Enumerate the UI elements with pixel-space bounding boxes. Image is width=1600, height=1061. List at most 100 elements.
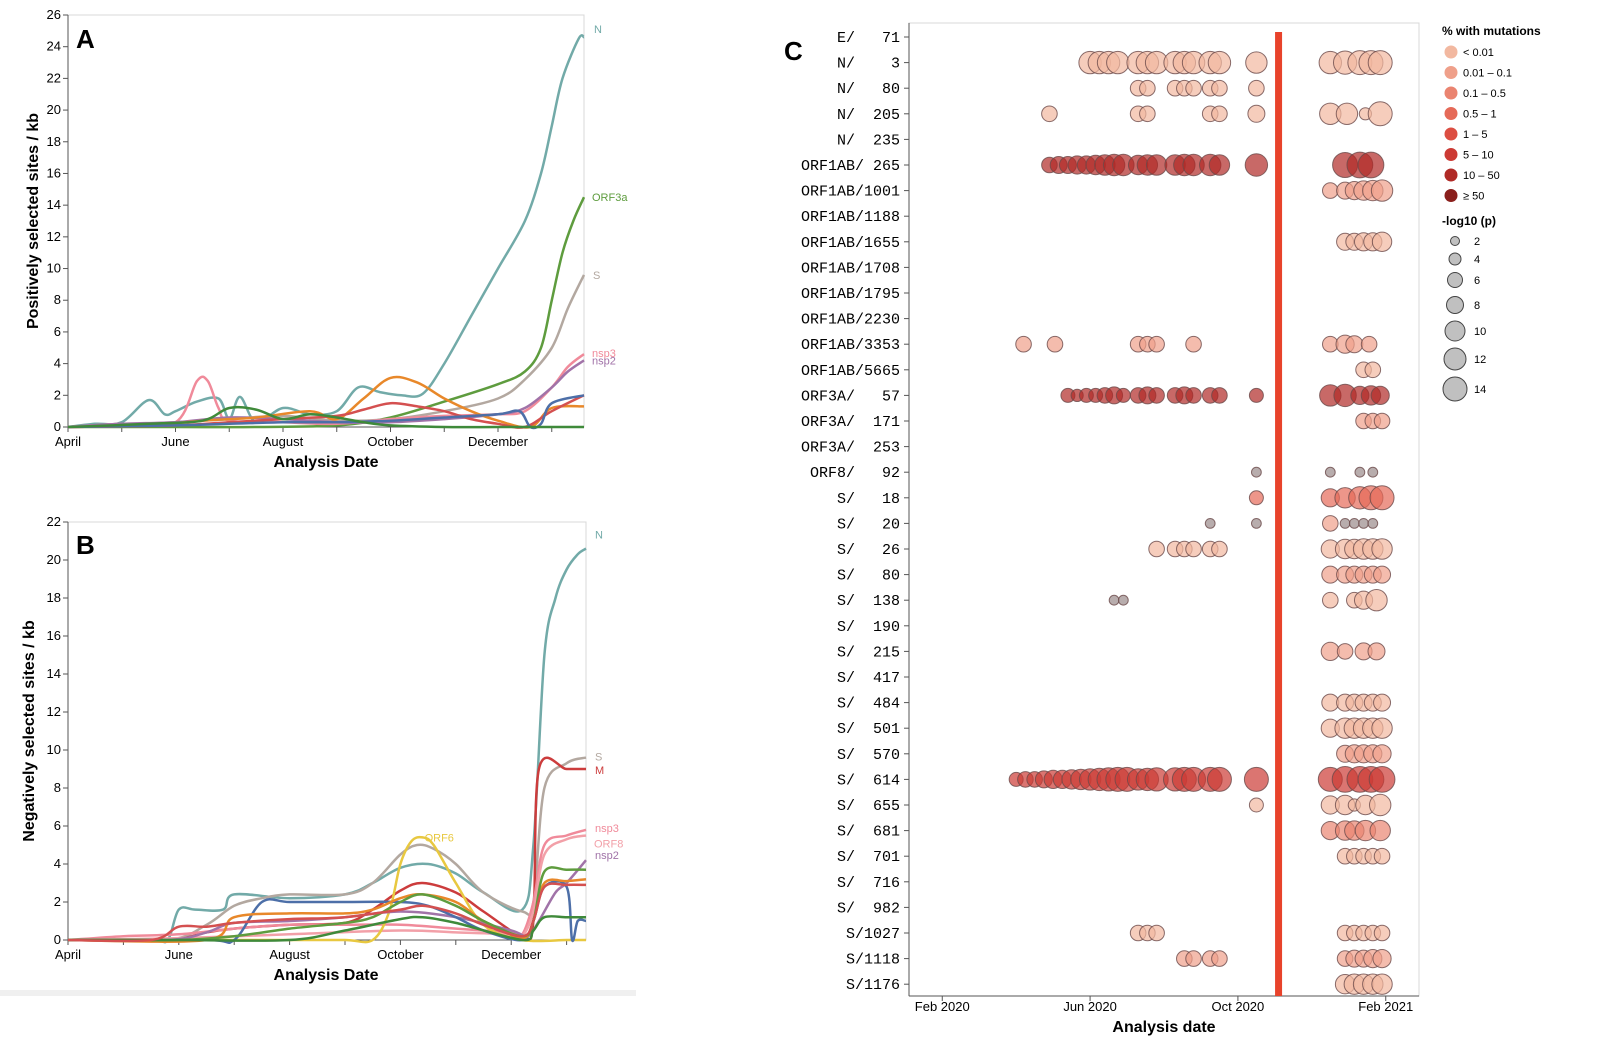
legend-size-label: 8 (1474, 300, 1480, 312)
legend-color-swatch (1444, 107, 1458, 120)
data-point (1041, 105, 1058, 123)
legend-size-label: 2 (1474, 236, 1480, 248)
data-point (1324, 466, 1336, 478)
panel-b-x-tick-label: October (377, 947, 424, 962)
panel-a-y-tick-label: 18 (47, 134, 61, 149)
data-point (1248, 79, 1265, 97)
row-label: ORF1AB/1188 (801, 209, 900, 226)
data-point (1185, 79, 1202, 97)
data-point (1046, 335, 1064, 353)
data-point (1211, 105, 1228, 123)
row-label: S/ 20 (837, 516, 900, 533)
panel-a-series-label: S (593, 270, 600, 282)
panel-a-y-tick-label: 10 (47, 261, 61, 276)
row-label: E/ 71 (837, 30, 900, 47)
panel-c-row-labels: E/ 71 N/ 3 N/ 80 N/ 205 N/ 235 ORF1AB/ 265 ORF… (801, 30, 900, 994)
data-point (1339, 518, 1351, 529)
legend-color-label: < 0.01 (1463, 47, 1494, 59)
data-point (1369, 819, 1391, 842)
row-label: S/ 501 (837, 721, 900, 738)
panel-a-y-tick-label: 12 (47, 229, 61, 244)
data-point (1320, 641, 1340, 662)
data-point (1185, 540, 1202, 558)
legend-size-swatch (1444, 320, 1466, 342)
panel-a-plot-area (67, 14, 585, 428)
data-point (1248, 387, 1264, 403)
data-point (1371, 717, 1393, 739)
panel-b-y-tick-label: 18 (47, 590, 61, 605)
data-point (1148, 335, 1165, 353)
legend-color-swatch (1444, 66, 1458, 79)
data-point (1367, 642, 1386, 661)
panel-a-lines (67, 34, 586, 430)
panel-a-y-axis-title: Positively selected sites / kb (25, 113, 42, 329)
panel-a-x-tick-label: June (161, 434, 189, 449)
data-point (1354, 466, 1366, 478)
row-label: ORF8/ 92 (810, 465, 900, 482)
data-point (1185, 950, 1202, 967)
panel-c-x-axis-title: Analysis date (1112, 1019, 1215, 1036)
data-point (1185, 387, 1202, 404)
data-point (1244, 153, 1269, 177)
data-point (1211, 387, 1228, 404)
row-label: S/1176 (846, 977, 900, 994)
data-point (1248, 490, 1264, 506)
panel-b-series-label: M (595, 765, 604, 777)
panel-b-x-tick-label: August (269, 947, 310, 962)
panel-a-series-label: N (594, 24, 602, 36)
row-label: ORF3A/ 171 (801, 414, 900, 431)
row-label: S/ 26 (837, 542, 900, 559)
panel-b-plot-area (67, 521, 587, 941)
data-point (1247, 104, 1266, 123)
row-label: S/ 655 (837, 798, 900, 815)
panel-a-series-label: ORF3a (592, 192, 628, 204)
panel-b-series-line (67, 828, 587, 942)
panel-b-series-label: S (595, 752, 602, 764)
panel-c-x-tick-label: Feb 2020 (915, 999, 970, 1014)
legend-color-label: 10 – 50 (1463, 170, 1500, 182)
panel-b-x-axis-title: Analysis Date (274, 967, 379, 984)
data-point (1357, 151, 1385, 179)
panel-b-y-axis-title: Negatively selected sites / kb (21, 620, 38, 842)
data-point (1365, 589, 1388, 612)
panel-b-series-line (67, 882, 587, 943)
data-point (1206, 766, 1232, 792)
panel-b-y-tick-label: 0 (54, 932, 61, 947)
legend-size-label: 12 (1474, 354, 1486, 366)
legend-color-label: 1 – 5 (1463, 129, 1487, 141)
panel-b-y-tick-label: 10 (47, 742, 61, 757)
panel-b-series-label: nsp3 (595, 823, 619, 835)
row-label: S/ 215 (837, 644, 900, 661)
data-point (1250, 518, 1262, 529)
row-label: ORF1AB/1655 (801, 235, 900, 252)
reference-line-bar (1275, 32, 1283, 996)
legend-size-swatch (1450, 236, 1460, 246)
row-label: ORF1AB/3353 (801, 337, 900, 354)
row-label: S/1118 (846, 952, 900, 969)
legend-size-title: -log10 (p) (1442, 214, 1496, 228)
data-point (1373, 924, 1391, 942)
row-label: S/ 484 (837, 696, 900, 713)
panel-a-y-tick-label: 8 (54, 292, 61, 307)
panel-c-axes: Feb 2020 Jun 2020 Oct 2020 Feb 2021 (904, 23, 1419, 1014)
data-point (1148, 387, 1165, 404)
panel-a-y-tick-label: 14 (47, 197, 61, 212)
data-point (1185, 335, 1202, 353)
data-point (1250, 466, 1262, 478)
row-label: N/ 235 (837, 132, 900, 149)
panel-divider (0, 990, 636, 996)
panel-b-series-label: N (595, 530, 603, 542)
data-point (1348, 518, 1360, 529)
legend-size-swatch (1447, 272, 1463, 288)
panel-a-y-tick-label: 16 (47, 165, 61, 180)
data-point (1139, 79, 1156, 97)
panel-c-x-tick-label: Jun 2020 (1063, 999, 1117, 1014)
panel-b: B 0 2 4 6 8 10 12 14 16 18 20 22 April June August Octo… (21, 514, 623, 984)
data-point (1373, 847, 1391, 865)
data-point (1370, 385, 1390, 405)
data-point (1243, 766, 1269, 792)
panel-a-series-line (67, 394, 585, 430)
data-point (1373, 412, 1391, 430)
